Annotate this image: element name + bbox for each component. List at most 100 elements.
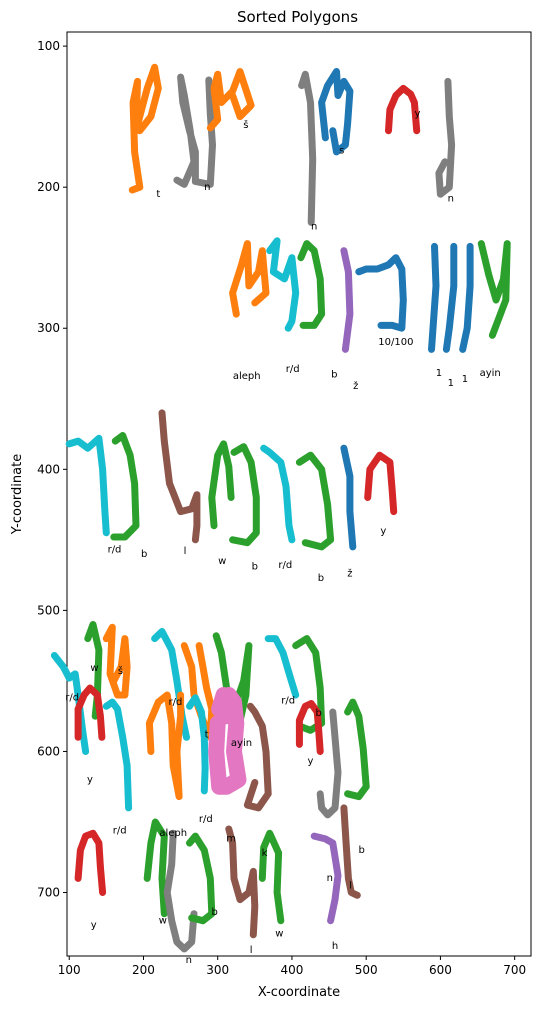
glyph-label-2: š <box>243 119 248 131</box>
glyph-polygon-13-0 <box>442 242 458 353</box>
x-tick-label-0: 100 <box>58 963 81 977</box>
glyph-label-17: b <box>141 549 147 560</box>
glyph-label-21: r/d <box>278 560 292 571</box>
y-tick-label-4: 500 <box>37 603 60 617</box>
glyph-polygon-14-0 <box>459 242 474 353</box>
glyph-polygon-34-0 <box>102 698 133 812</box>
y-axis-title: Y-coordinate <box>10 454 25 535</box>
glyph-polygon-45-0 <box>186 832 216 925</box>
glyph-label-44: n <box>186 955 192 966</box>
x-tick-label-3: 400 <box>280 963 303 977</box>
glyph-label-35: aleph <box>159 828 187 839</box>
glyph-label-1: n <box>204 182 210 193</box>
glyph-polygon-36-0 <box>186 694 209 795</box>
x-axis: 100 200 300 400 500 600 700 <box>58 956 526 977</box>
glyph-label-3: n <box>311 222 317 233</box>
glyph-label-23: ž <box>347 568 352 580</box>
glyph-polygon-11-0 <box>355 254 407 332</box>
glyph-polygon-20-0 <box>229 443 260 547</box>
y-tick-label-1: 200 <box>37 180 60 194</box>
glyph-polygon-23-0 <box>340 444 357 551</box>
glyph-label-6: n <box>448 193 454 204</box>
glyph-label-43: w <box>159 916 167 927</box>
glyph-polygon-24-0 <box>364 451 398 516</box>
glyph-label-0: t <box>156 189 160 200</box>
y-axis: 100 200 300 400 500 600 700 <box>37 39 67 900</box>
x-tick-label-6: 700 <box>503 963 526 977</box>
glyph-polygon-6-0 <box>435 77 456 198</box>
glyph-polygon-48-0 <box>310 832 342 925</box>
glyph-polygon-3-0 <box>298 70 317 226</box>
glyph-label-28: r/d <box>168 697 182 708</box>
x-tick-label-1: 200 <box>132 963 155 977</box>
glyph-label-25: r/d <box>65 693 79 704</box>
glyph-label-4: s <box>339 145 344 156</box>
glyph-polygon-16-0 <box>65 434 110 537</box>
glyph-polygon-17-0 <box>110 432 140 541</box>
glyph-label-15: ayin <box>480 368 501 379</box>
glyph-label-29: t <box>205 729 209 740</box>
glyph-polygon-21-0 <box>260 444 296 544</box>
glyph-polygon-39-0 <box>295 700 324 755</box>
glyph-polygon-25-0 <box>50 652 90 755</box>
glyph-polygon-49-0 <box>340 804 361 899</box>
glyph-polygon-43-0 <box>143 818 168 918</box>
glyph-label-45: b <box>212 907 218 918</box>
glyph-polygon-1-0 <box>173 73 216 188</box>
glyph-label-30: ayin <box>231 738 252 749</box>
plot-area <box>66 31 532 957</box>
glyph-polygon-44-0 <box>163 829 198 953</box>
glyph-polygon-37-0 <box>208 687 247 795</box>
glyph-polygon-40-0 <box>316 708 342 819</box>
glyph-polygon-15-0 <box>477 240 511 339</box>
glyph-polygon-5-0 <box>385 84 421 135</box>
chart-title: Sorted Polygons <box>237 8 358 26</box>
glyph-label-11: 10/100 <box>378 337 413 348</box>
glyph-label-38: k <box>262 848 268 859</box>
glyph-label-16: r/d <box>108 545 122 556</box>
glyph-label-8: r/d <box>286 364 300 375</box>
y-tick-label-5: 600 <box>37 744 60 758</box>
glyph-label-49: l <box>349 880 352 891</box>
glyph-polygon-31-0 <box>264 635 300 699</box>
glyph-label-9: b <box>331 370 337 381</box>
glyph-label-12: 1 <box>436 368 442 379</box>
x-tick-label-5: 600 <box>429 963 452 977</box>
glyph-polygon-7-0 <box>229 240 270 318</box>
glyph-label-22: b <box>318 573 324 584</box>
glyph-label-5: y <box>414 109 420 120</box>
glyph-label-37: m <box>226 834 236 845</box>
glyph-label-47: w <box>275 928 283 939</box>
glyph-label-48: h <box>332 941 338 952</box>
glyph-label-27: š <box>118 665 123 677</box>
glyph-polygon-41-0 <box>344 698 370 801</box>
glyph-polygon-12-0 <box>428 242 440 353</box>
glyph-label-40: n <box>327 873 333 884</box>
glyph-polygon-47-0 <box>258 829 285 925</box>
glyph-label-13: 1 <box>448 378 454 389</box>
x-tick-label-4: 500 <box>355 963 378 977</box>
glyph-polygon-32-0 <box>292 635 326 734</box>
glyph-label-46: l <box>250 945 253 956</box>
glyph-label-41: b <box>359 845 365 856</box>
x-tick-label-2: 300 <box>206 963 229 977</box>
glyph-label-26: w <box>90 663 98 674</box>
glyph-label-32: b <box>316 708 322 719</box>
glyph-label-19: w <box>218 556 226 567</box>
glyph-polygon-19-0 <box>208 440 235 530</box>
glyph-label-24: y <box>380 526 386 537</box>
y-tick-label-3: 400 <box>37 462 60 476</box>
glyph-label-20: b <box>252 562 258 573</box>
glyph-label-14: 1 <box>462 374 468 385</box>
glyph-label-10: ž <box>353 380 358 392</box>
glyph-label-36: r/d <box>199 814 213 825</box>
glyph-polygon-18-0 <box>158 409 201 544</box>
y-tick-label-2: 300 <box>37 321 60 335</box>
glyph-polygon-33-0 <box>74 684 106 741</box>
glyph-polygon-46-0 <box>225 825 259 939</box>
glyph-label-7: aleph <box>233 371 261 382</box>
x-axis-title: X-coordinate <box>258 985 340 1000</box>
glyph-polygon-2-0 <box>206 68 255 132</box>
